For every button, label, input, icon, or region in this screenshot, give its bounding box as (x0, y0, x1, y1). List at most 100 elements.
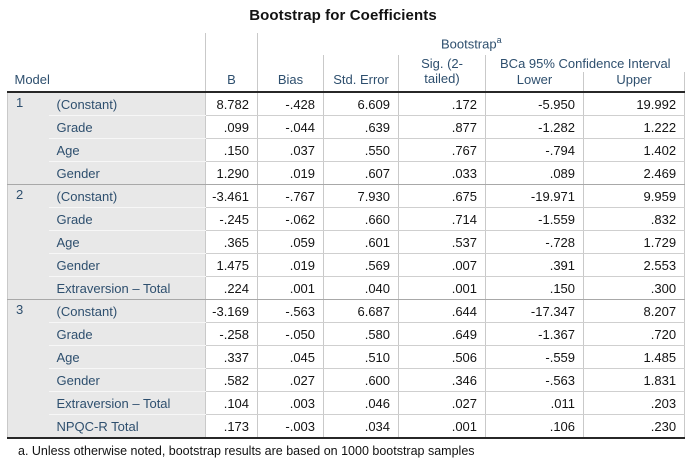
b-value: 1.290 (205, 161, 258, 185)
std-error-value: 6.687 (323, 299, 399, 323)
ci-lower-value: -1.282 (485, 115, 584, 139)
bias-value: -.044 (257, 115, 324, 139)
table-row: Gender 1.475.019.569.007.391 2.553 (8, 253, 686, 277)
predictor-label: Extraversion – Total (48, 276, 206, 300)
sig-value: .537 (398, 230, 486, 254)
model-number-cell: 3 (7, 299, 49, 439)
bias-value: .059 (257, 230, 324, 254)
ci-lower-value: -1.367 (485, 322, 584, 346)
bias-value: -.062 (257, 207, 324, 231)
table-row: NPQC-R Total .173 -.003.034.001.106.230 (8, 414, 686, 439)
table-title: Bootstrap for Coefficients (249, 7, 437, 24)
ci-upper-value: 1.222 (583, 115, 686, 139)
predictor-label: Extraversion – Total (48, 391, 206, 415)
ci-upper-value: 19.992 (583, 92, 686, 116)
b-value: .224 (205, 276, 258, 300)
table-footnote: a. Unless otherwise noted, bootstrap res… (18, 444, 475, 458)
predictor-label: Age (48, 230, 206, 254)
table-row: Age .337.045.510.506 -.559 1.485 (8, 345, 686, 369)
ci-upper-value: 8.207 (583, 299, 686, 323)
ci-lower-value: -.728 (485, 230, 584, 254)
sig-value: .001 (398, 276, 486, 300)
ci-upper-value: .203 (583, 391, 686, 415)
sig-value: .644 (398, 299, 486, 323)
bias-value: .037 (257, 138, 324, 162)
predictor-label: (Constant) (48, 184, 206, 208)
b-value: .104 (205, 391, 258, 415)
ci-lower-value: -.794 (485, 138, 584, 162)
sig-label-line2: tailed) (424, 71, 460, 87)
predictor-label: Age (48, 345, 206, 369)
predictor-label: (Constant) (48, 92, 206, 116)
column-header-b: B (205, 33, 259, 93)
bias-value: -.767 (257, 184, 324, 208)
column-header-lower: Lower (485, 72, 584, 93)
table-row: Grade -.258 -.050.580.649 -1.367.720 (8, 322, 686, 346)
table-row: Extraversion – Total .224.001.040.001.150… (8, 276, 686, 300)
bias-value: .003 (257, 391, 324, 415)
b-value: .582 (205, 368, 258, 392)
ci-lower-value: -.559 (485, 345, 584, 369)
b-value: .099 (205, 115, 258, 139)
ci-lower-value: .089 (485, 161, 584, 185)
predictor-label: Gender (48, 368, 206, 392)
std-error-value: .040 (323, 276, 399, 300)
std-error-value: .510 (323, 345, 399, 369)
predictor-label: (Constant) (48, 299, 206, 323)
predictor-label: NPQC-R Total (48, 414, 206, 439)
column-header-bias: Bias (257, 55, 324, 93)
b-value: -3.169 (205, 299, 258, 323)
table-row: Grade .099 -.044.639.877 -1.282 1.222 (8, 115, 686, 139)
sig-value: .007 (398, 253, 486, 277)
predictor-label: Gender (48, 253, 206, 277)
bias-value: -.428 (257, 92, 324, 116)
ci-upper-value: 9.959 (583, 184, 686, 208)
b-value: .173 (205, 414, 258, 439)
sig-value: .001 (398, 414, 486, 439)
sig-label-line1: Sig. (2- (421, 56, 463, 72)
sig-value: .027 (398, 391, 486, 415)
std-error-value: .569 (323, 253, 399, 277)
std-error-value: .034 (323, 414, 399, 439)
column-header-std-error: Std. Error (323, 55, 399, 93)
ci-upper-value: .300 (583, 276, 686, 300)
bias-value: .019 (257, 253, 324, 277)
sig-value: .877 (398, 115, 486, 139)
predictor-label: Grade (48, 115, 206, 139)
model-number-cell: 1 (7, 92, 49, 185)
bias-value: .001 (257, 276, 324, 300)
header-bootstrap-span: Bootstrapa (258, 33, 685, 55)
ci-lower-value: .011 (485, 391, 584, 415)
b-value: -.258 (205, 322, 258, 346)
model-number-cell: 2 (7, 184, 49, 300)
b-value: 8.782 (205, 92, 258, 116)
b-value: .150 (205, 138, 258, 162)
ci-lower-value: .391 (485, 253, 584, 277)
ci-lower-value: .106 (485, 414, 584, 439)
column-header-sig: Sig. (2- tailed) (398, 55, 486, 93)
ci-lower-value: -17.347 (485, 299, 584, 323)
bias-value: -.050 (257, 322, 324, 346)
std-error-value: .607 (323, 161, 399, 185)
ci-lower-value: .150 (485, 276, 584, 300)
std-error-value: 7.930 (323, 184, 399, 208)
sig-value: .506 (398, 345, 486, 369)
b-value: -3.461 (205, 184, 258, 208)
table-row: Gender 1.290.019.607.033.089 2.469 (8, 161, 686, 185)
ci-lower-value: -19.971 (485, 184, 584, 208)
ci-lower-value: -1.559 (485, 207, 584, 231)
std-error-value: .600 (323, 368, 399, 392)
ci-upper-value: 2.553 (583, 253, 686, 277)
table-row: 3 (Constant) -3.169 -.563 6.687.644 -17.347 8.… (7, 299, 686, 439)
predictor-label: Grade (48, 207, 206, 231)
bias-value: .027 (257, 368, 324, 392)
column-header-model: Model (7, 33, 206, 93)
b-value: .365 (205, 230, 258, 254)
table-row: 2 (Constant) -3.461 -.767 7.930.675 -19.971 9.… (7, 184, 686, 300)
table-row: Extraversion – Total .104.003.046.027.011… (8, 391, 686, 415)
b-value: 1.475 (205, 253, 258, 277)
bias-value: .019 (257, 161, 324, 185)
sig-value: .714 (398, 207, 486, 231)
ci-upper-value: .230 (583, 414, 686, 439)
table-row: Gender .582.027.600.346 -.563 1.831 (8, 368, 686, 392)
